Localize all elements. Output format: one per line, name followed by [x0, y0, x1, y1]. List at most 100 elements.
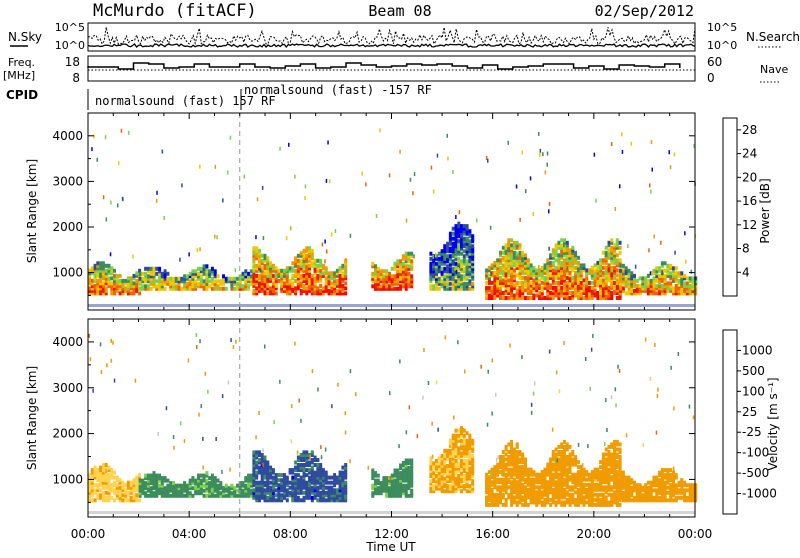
- power-cell: [333, 271, 337, 276]
- power-cell: [169, 276, 173, 281]
- velocity-cell: [535, 497, 539, 502]
- velocity-cell: [504, 472, 508, 477]
- power-speckle: [285, 236, 288, 241]
- velocity-cell: [258, 458, 261, 462]
- power-cell: [582, 285, 586, 290]
- velocity-cell: [88, 475, 91, 480]
- velocity-cell: [188, 481, 192, 486]
- velocity-cell: [107, 483, 111, 488]
- velocity-cell: [374, 473, 377, 478]
- velocity-cell: [443, 456, 447, 461]
- velocity-cell: [313, 475, 317, 480]
- velocity-cell: [526, 495, 530, 500]
- velocity-cell: [471, 481, 475, 486]
- power-cell: [694, 283, 698, 288]
- power-cell: [371, 274, 375, 279]
- velocity-cell: [490, 500, 494, 505]
- velocity-cell: [160, 486, 164, 491]
- velocity-cell: [615, 455, 619, 459]
- power-cell: [429, 266, 433, 271]
- power-cell: [607, 253, 611, 258]
- power-cell: [260, 276, 264, 281]
- velocity-cell: [649, 485, 653, 490]
- power-cell: [610, 240, 614, 245]
- velocity-cell: [669, 498, 673, 503]
- power-cell: [524, 255, 527, 260]
- power-cell: [205, 271, 209, 276]
- velocity-cell: [429, 474, 433, 478]
- velocity-cell: [260, 470, 264, 475]
- power-cell: [507, 270, 511, 275]
- velocity-cell: [460, 476, 463, 481]
- power-cell: [443, 244, 447, 249]
- power-cell: [440, 271, 444, 276]
- power-cell: [341, 286, 345, 291]
- velocity-cell: [604, 457, 608, 462]
- power-cell: [646, 286, 650, 291]
- power-cell: [485, 268, 489, 273]
- power-cell: [630, 291, 634, 296]
- power-cell: [462, 239, 466, 244]
- power-speckle: [627, 244, 629, 249]
- velocity-cell: [571, 457, 575, 462]
- velocity-cell: [308, 463, 311, 467]
- velocity-cell: [563, 467, 566, 472]
- power-cell: [126, 276, 130, 281]
- power-cell: [236, 286, 239, 291]
- velocity-cell: [649, 498, 653, 503]
- power-cell: [549, 253, 553, 258]
- power-cell: [465, 226, 469, 231]
- velocity-cell: [487, 497, 491, 502]
- velocity-cell: [155, 491, 159, 496]
- power-cell: [429, 286, 433, 291]
- power-cell: [576, 268, 580, 273]
- velocity-cell: [585, 492, 589, 497]
- velocity-cell: [568, 487, 572, 492]
- power-cell: [540, 273, 544, 278]
- velocity-cell: [613, 500, 617, 505]
- power-cell: [90, 283, 94, 288]
- velocity-speckle: [688, 404, 691, 409]
- velocity-cell: [451, 471, 455, 476]
- velocity-cell: [658, 485, 662, 490]
- velocity-cell: [672, 485, 675, 490]
- power-speckle: [432, 189, 435, 194]
- power-speckle: [595, 198, 597, 203]
- velocity-cell: [579, 467, 583, 472]
- velocity-cell: [607, 460, 611, 465]
- velocity-cell: [396, 473, 400, 478]
- power-y-tick-label: 2000: [52, 220, 83, 234]
- velocity-cell: [568, 485, 572, 490]
- power-cell: [440, 259, 444, 264]
- velocity-cell: [210, 473, 214, 478]
- noise-traces: [87, 27, 696, 49]
- power-cell: [258, 261, 261, 266]
- power-cell: [258, 281, 261, 286]
- velocity-cell: [252, 468, 256, 473]
- velocity-cell: [504, 475, 508, 480]
- velocity-cell: [493, 495, 497, 500]
- velocity-cell: [574, 455, 578, 459]
- power-cell: [568, 275, 572, 280]
- velocity-cell: [213, 488, 217, 493]
- velocity-cell: [596, 487, 600, 492]
- power-cell: [327, 283, 331, 288]
- velocity-cell: [454, 484, 458, 489]
- power-cell: [588, 296, 591, 300]
- velocity-cell: [571, 492, 575, 497]
- velocity-cell: [341, 473, 345, 478]
- power-cell: [507, 273, 511, 278]
- velocity-speckle: [618, 368, 621, 373]
- velocity-cell: [487, 492, 491, 497]
- power-cell: [551, 296, 555, 300]
- power-cell: [188, 284, 192, 289]
- power-cell: [607, 275, 611, 280]
- power-cell: [601, 291, 605, 295]
- power-cell: [462, 256, 466, 261]
- power-cell: [560, 288, 564, 293]
- power-cell: [437, 279, 441, 284]
- power-cell: [382, 284, 386, 289]
- velocity-cell: [341, 480, 345, 485]
- power-cell: [266, 266, 270, 271]
- power-cell: [487, 278, 491, 283]
